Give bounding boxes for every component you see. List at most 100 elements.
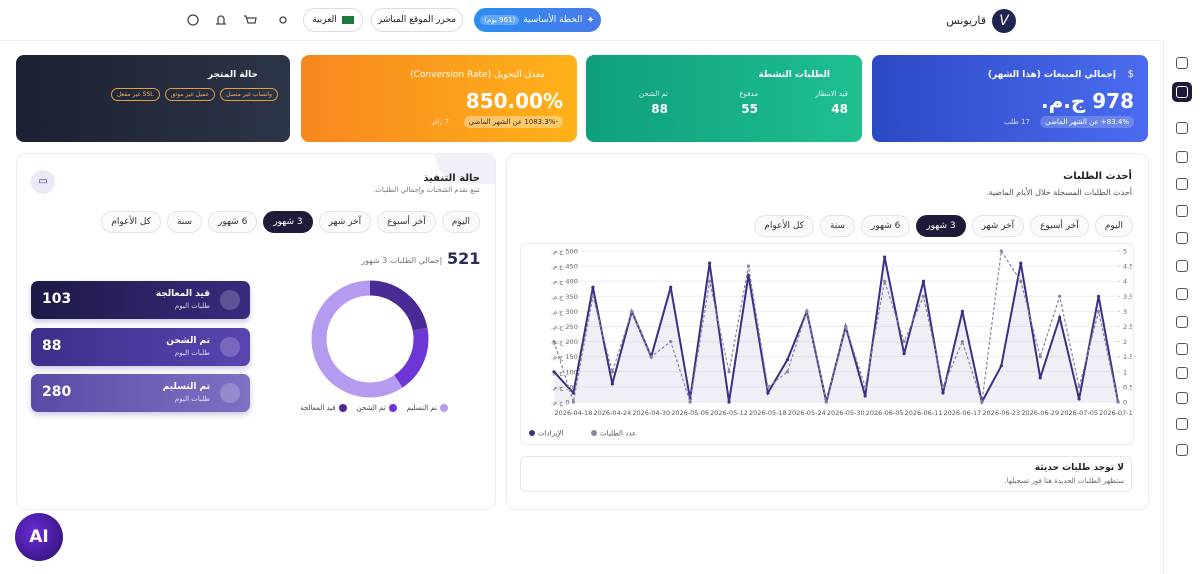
legend-dot <box>529 430 535 436</box>
y2-tick-label: 0 <box>1123 399 1127 407</box>
theme-icon[interactable] <box>279 16 287 24</box>
recent-subtitle: أحدث الطلبات المسجلة خلال الأيام الماضية… <box>985 188 1132 197</box>
tab[interactable]: اليوم <box>441 211 480 233</box>
sidebar-icon[interactable] <box>1176 205 1188 217</box>
flag <box>341 16 354 24</box>
tab[interactable]: 6 شهور <box>861 215 911 237</box>
status-name: قيد المعالجة <box>155 289 210 299</box>
sidebar-icon[interactable] <box>1176 232 1188 244</box>
legend-item: تم التسليم <box>407 404 448 412</box>
plan-button[interactable]: ✦ الخطة الأساسية (961 يوم) <box>474 8 601 32</box>
tab[interactable]: آخر شهر <box>318 211 372 233</box>
point <box>863 385 867 389</box>
card-change: -1083.3% عن الشهر الماضي <box>463 116 563 128</box>
total-label: إجمالي الطلبات 3 شهور <box>361 256 442 265</box>
status-count: 103 <box>42 291 72 307</box>
sidebar-icon[interactable] <box>1176 392 1188 404</box>
cart-icon[interactable] <box>244 15 257 24</box>
ai-button[interactable]: AI <box>15 513 63 561</box>
point <box>921 294 926 298</box>
recent-panel <box>506 153 1149 510</box>
legend-label: الإيرادات <box>538 430 563 438</box>
tab[interactable]: آخر أسبوع <box>377 211 436 233</box>
tab[interactable]: سنة <box>166 211 203 233</box>
point <box>727 400 731 404</box>
point <box>1096 309 1101 313</box>
legend-dot <box>440 404 448 412</box>
point <box>941 391 945 395</box>
y2-tick-label: 1.5 <box>1123 353 1132 361</box>
item-value: 48 <box>831 102 848 116</box>
legend-dot <box>591 430 597 436</box>
sidebar-icon[interactable] <box>1176 260 1188 272</box>
plan-days: (961 يوم) <box>480 15 520 25</box>
active-card: الطلبات النشطة قيد الانتظار 48 مدفوع 55 تم ا… <box>586 55 862 142</box>
point <box>902 340 906 344</box>
fulfillment-title: حالة التنفيذ <box>423 173 480 184</box>
point <box>785 358 789 362</box>
sidebar-icon[interactable] <box>1176 288 1188 300</box>
sidebar-icon[interactable] <box>1176 316 1188 328</box>
fulfillment-subtitle: تتبع تقدم الشحنات وإجمالي الطلبات. <box>373 186 480 194</box>
sidebar-icon[interactable] <box>1176 151 1188 163</box>
point <box>1058 294 1062 298</box>
y-tick-label: 250 ج.م. <box>551 323 578 331</box>
sidebar-icon[interactable] <box>1176 57 1188 69</box>
point <box>902 352 906 356</box>
point <box>1116 400 1120 404</box>
x-tick-label: 2026-07-05 <box>1060 409 1098 417</box>
chart-frame <box>520 243 1134 445</box>
status-badge: عميل غير موثق <box>164 88 216 101</box>
legend-item: تم الشحن <box>357 404 397 412</box>
tab[interactable]: 3 شهور <box>263 211 313 233</box>
tab[interactable]: كل الأعوام <box>754 215 814 237</box>
point <box>960 340 965 344</box>
status-icon <box>220 336 240 357</box>
empty-box <box>520 456 1132 492</box>
point <box>999 364 1003 368</box>
sidebar-icon[interactable] <box>1176 343 1188 355</box>
y-tick-label: 150 ج.م. <box>551 353 578 361</box>
x-tick-label: 2026-06-11 <box>905 409 943 417</box>
status-card: 103 قيد المعالجة طلبات اليوم <box>31 281 250 319</box>
y-tick-label: 450 ج.م. <box>551 263 578 271</box>
point <box>610 382 614 386</box>
tab[interactable]: سنة <box>819 215 856 237</box>
sidebar-icon[interactable] <box>1176 444 1188 456</box>
tab[interactable]: 6 شهور <box>208 211 258 233</box>
point <box>630 309 634 313</box>
point <box>960 309 965 313</box>
point <box>1038 376 1042 380</box>
sidebar-icon[interactable] <box>1176 367 1188 379</box>
sidebar-icon[interactable] <box>1176 418 1188 430</box>
language-button[interactable]: العربية <box>303 8 363 32</box>
sidebar-icon[interactable] <box>1176 122 1188 134</box>
status-icon <box>220 290 240 310</box>
brand-logo[interactable]: V <box>992 9 1016 33</box>
y-tick-label: 50 ج.م. <box>551 383 574 391</box>
sidebar-icon[interactable] <box>1176 86 1188 98</box>
point <box>999 249 1003 253</box>
bell-icon[interactable] <box>216 15 226 25</box>
legend-label: قيد المعالجة <box>300 404 336 412</box>
tab[interactable]: آخر شهر <box>971 215 1025 237</box>
x-tick-label: 2026-06-23 <box>982 409 1020 417</box>
point <box>824 400 828 404</box>
status-name: تم التسليم <box>162 382 210 392</box>
point <box>941 385 945 389</box>
point <box>1077 385 1081 389</box>
point <box>1058 315 1062 320</box>
item-label: مدفوع <box>739 90 758 98</box>
profile-icon[interactable] <box>187 14 199 26</box>
status-note: طلبات اليوم <box>174 348 210 357</box>
recent-title: أحدث الطلبات <box>1063 171 1132 182</box>
tab[interactable]: آخر أسبوع <box>1030 215 1089 237</box>
editor-button[interactable]: محرر الموقع المباشر <box>371 8 463 32</box>
sidebar-icon[interactable] <box>1176 178 1188 190</box>
item-label: قيد الانتظار <box>815 90 848 98</box>
tab[interactable]: 3 شهور <box>916 215 966 237</box>
tab[interactable]: كل الأعوام <box>101 211 161 233</box>
tab[interactable]: اليوم <box>1094 215 1133 237</box>
point <box>707 261 712 265</box>
